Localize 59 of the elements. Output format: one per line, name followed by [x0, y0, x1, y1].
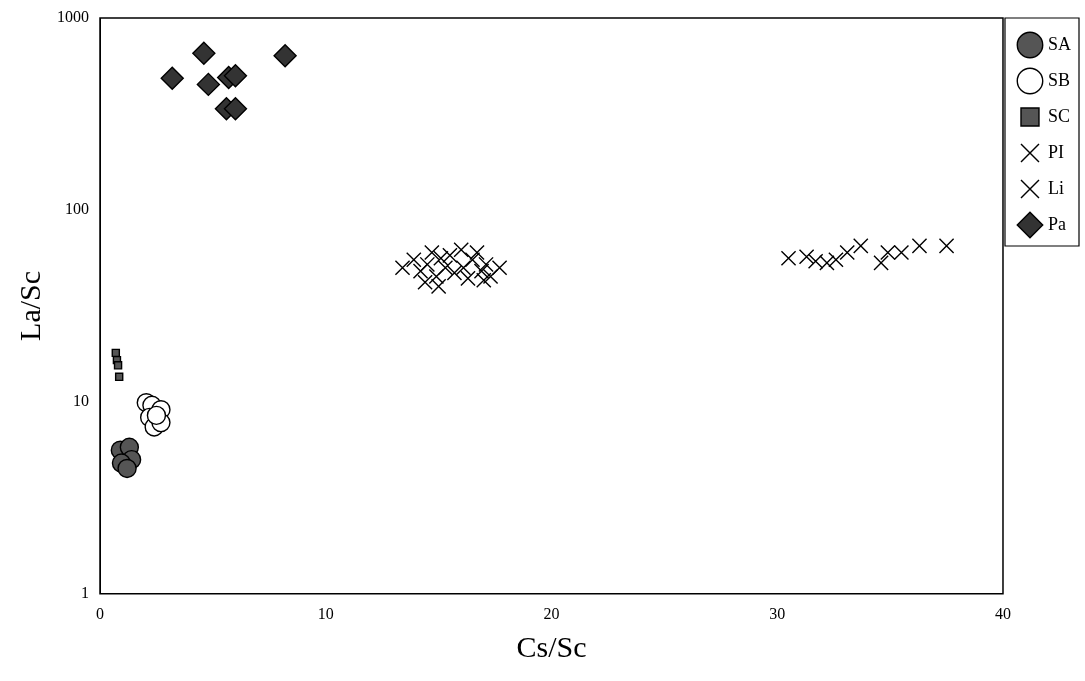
y-tick-label: 1000 — [57, 8, 89, 26]
x-tick-label: 0 — [96, 604, 104, 622]
point — [491, 259, 508, 276]
point — [880, 244, 896, 261]
point — [442, 247, 458, 264]
point — [114, 372, 124, 382]
point — [394, 259, 411, 276]
point — [853, 238, 869, 254]
point — [828, 252, 844, 268]
x-tick-label: 30 — [769, 604, 786, 622]
point — [455, 259, 472, 276]
legend-label: Pa — [1047, 213, 1066, 234]
point — [464, 252, 481, 268]
point — [446, 265, 463, 281]
y-axis-title: La/Sc — [12, 270, 46, 341]
point — [417, 274, 433, 291]
point — [453, 242, 469, 258]
point — [938, 238, 955, 254]
point — [419, 256, 436, 273]
y-tick-label: 100 — [65, 200, 89, 218]
point — [160, 66, 184, 91]
x-tick-label: 10 — [317, 604, 334, 622]
y-tick-label: 10 — [73, 392, 89, 410]
point — [807, 253, 824, 270]
point — [469, 244, 485, 261]
x-axis-title: Cs/Sc — [516, 629, 587, 663]
point — [428, 268, 445, 285]
point — [424, 244, 440, 261]
point — [798, 249, 815, 265]
point — [839, 244, 855, 261]
point — [192, 41, 216, 65]
legend-label: Li — [1047, 177, 1064, 198]
point — [196, 72, 221, 97]
legend-label: SB — [1047, 69, 1071, 90]
point — [433, 250, 449, 267]
point — [412, 263, 429, 279]
point — [437, 259, 454, 276]
legend-label: PI — [1047, 141, 1065, 162]
point — [113, 361, 123, 370]
point — [406, 252, 422, 268]
point — [911, 238, 928, 254]
legend-label: SA — [1047, 33, 1072, 54]
point — [819, 255, 835, 271]
y-tick-label: 1 — [81, 584, 89, 601]
point — [473, 263, 490, 279]
point — [893, 244, 910, 261]
point — [273, 44, 297, 68]
legend-label: SC — [1047, 105, 1071, 126]
point — [460, 270, 476, 287]
point — [430, 278, 447, 295]
point — [223, 64, 248, 88]
point — [146, 405, 167, 426]
x-tick-label: 40 — [994, 604, 1011, 622]
point — [780, 250, 797, 267]
point — [117, 458, 137, 479]
point — [223, 96, 248, 121]
x-tick-label: 20 — [543, 604, 560, 622]
point — [482, 268, 499, 285]
point — [873, 255, 889, 271]
